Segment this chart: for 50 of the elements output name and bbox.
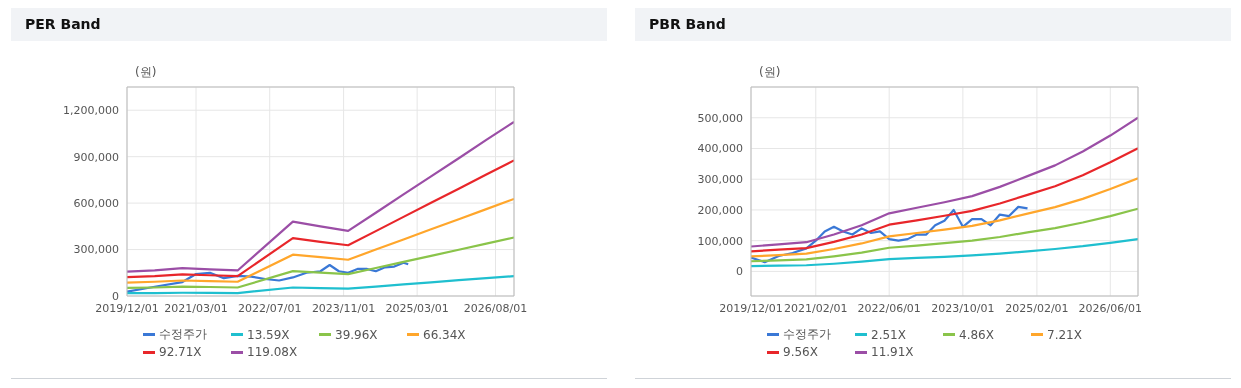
y-tick-label: 0 — [736, 265, 743, 279]
y-tick-label: 500,000 — [697, 111, 743, 125]
legend-label: 4.86X — [959, 327, 994, 342]
x-tick-label: 2021/02/01 — [784, 301, 848, 315]
y-tick-label: 1,200,000 — [63, 104, 119, 118]
y-tick-label: 200,000 — [697, 203, 743, 217]
y-axis-title: (원) — [135, 64, 157, 81]
legend-label: 수정주가 — [159, 326, 207, 343]
line-series — [751, 207, 1138, 263]
line-series — [751, 116, 1138, 248]
y-tick-label: 400,000 — [697, 142, 743, 156]
y-tick-label: 900,000 — [73, 150, 119, 164]
line-series — [751, 205, 1029, 264]
line-series — [127, 197, 514, 284]
legend-label: 66.34X — [423, 327, 466, 342]
legend-label: 7.21X — [1047, 327, 1082, 342]
legend-label: 92.71X — [159, 345, 202, 359]
x-tick-label: 2023/10/01 — [931, 301, 995, 315]
legend-label: 수정주가 — [783, 326, 831, 343]
x-tick-label: 2023/11/01 — [311, 301, 376, 315]
line-series — [751, 177, 1138, 258]
x-tick-label: 2019/12/01 — [95, 301, 159, 315]
chart-title: PER Band — [11, 8, 607, 41]
legend-label: 39.96X — [335, 327, 378, 342]
x-tick-label: 2025/02/01 — [1005, 301, 1069, 315]
legend-label: 13.59X — [247, 327, 290, 342]
line-series — [127, 236, 514, 289]
line-series — [751, 238, 1138, 268]
y-tick-label: 300,000 — [73, 243, 119, 257]
x-tick-label: 2021/03/01 — [164, 301, 228, 315]
y-axis-title: (원) — [759, 64, 781, 81]
x-tick-label: 2026/08/01 — [463, 301, 528, 315]
line-series — [127, 120, 514, 273]
y-tick-label: 300,000 — [697, 173, 743, 187]
legend-label: 2.51X — [871, 327, 906, 342]
y-tick-label: 600,000 — [73, 197, 119, 211]
line-series — [127, 159, 514, 279]
y-tick-label: 0 — [112, 289, 119, 303]
x-tick-label: 2026/06/01 — [1078, 301, 1143, 315]
legend-label: 9.56X — [783, 345, 818, 359]
x-tick-label: 2019/12/01 — [719, 301, 783, 315]
x-tick-label: 2022/06/01 — [857, 301, 921, 315]
legend-label: 119.08X — [247, 345, 298, 359]
x-tick-label: 2022/07/01 — [238, 301, 302, 315]
chart-title: PBR Band — [635, 8, 1231, 41]
line-series — [127, 261, 410, 293]
y-tick-label: 100,000 — [697, 234, 743, 248]
legend-label: 11.91X — [871, 345, 914, 359]
line-series — [751, 147, 1138, 253]
x-tick-label: 2025/03/01 — [385, 301, 449, 315]
